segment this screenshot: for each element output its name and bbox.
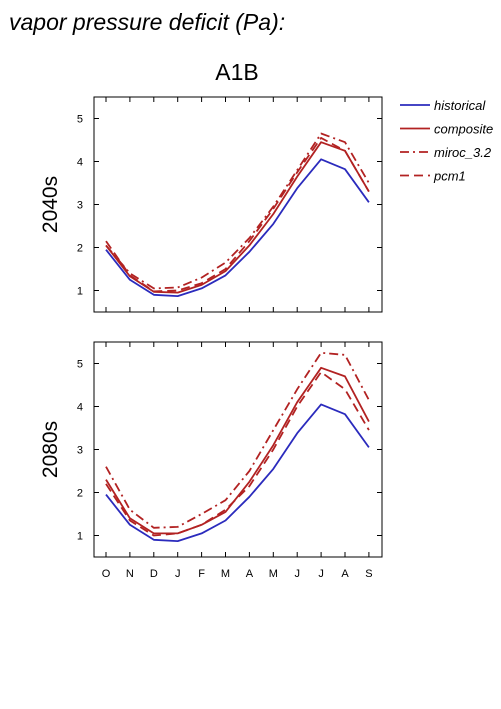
x-tick-label: D bbox=[150, 568, 158, 580]
x-tick-label: A bbox=[341, 568, 349, 580]
series-line-historical bbox=[105, 158, 370, 298]
legend-label: composite bbox=[434, 122, 493, 137]
x-tick-label: J bbox=[294, 568, 300, 580]
panels: 1 2 3 4 5 2040s 1 2 3 4 5 2080s O N D J F M A M J J A S bbox=[39, 96, 383, 580]
x-tick-label: J bbox=[175, 568, 181, 580]
series-line-composite bbox=[105, 141, 370, 294]
y-tick-label: 4 bbox=[77, 402, 83, 414]
legend-item-pcm1: pcm1 bbox=[400, 169, 466, 184]
y-tick-label: 1 bbox=[77, 531, 83, 543]
panel-2040s: 1 2 3 4 5 2040s bbox=[39, 96, 383, 313]
y-tick-label: 3 bbox=[77, 200, 83, 212]
y-tick-label: 4 bbox=[77, 157, 83, 169]
x-tick-label: F bbox=[198, 568, 205, 580]
x-tick-label: J bbox=[318, 568, 324, 580]
legend-label: historical bbox=[434, 98, 486, 113]
legend-label: miroc_3.2 bbox=[434, 145, 492, 160]
series-line-composite bbox=[105, 366, 370, 535]
series-line-miroc_3.2 bbox=[105, 132, 370, 290]
x-tick-label: O bbox=[102, 568, 111, 580]
series-line-pcm1 bbox=[105, 136, 370, 293]
figure-title: vapor pressure deficit (Pa): bbox=[9, 9, 286, 35]
legend-item-historical: historical bbox=[400, 98, 486, 113]
x-tick-label: N bbox=[126, 568, 134, 580]
x-tick-label: S bbox=[365, 568, 372, 580]
scenario-title: A1B bbox=[215, 59, 258, 85]
legend-label: pcm1 bbox=[433, 169, 466, 184]
row-label: 2080s bbox=[39, 421, 62, 478]
series-line-historical bbox=[105, 403, 370, 542]
x-tick-label: M bbox=[221, 568, 230, 580]
x-tick-label: A bbox=[246, 568, 254, 580]
y-tick-label: 5 bbox=[77, 114, 83, 126]
y-tick-label: 1 bbox=[77, 286, 83, 298]
series-line-pcm1 bbox=[105, 371, 370, 537]
legend-item-composite: composite bbox=[400, 122, 493, 137]
legend: historical composite miroc_3.2 pcm1 bbox=[400, 98, 493, 184]
y-tick-label: 3 bbox=[77, 445, 83, 457]
panel-2080s: 1 2 3 4 5 2080s O N D J F M A M J J A S bbox=[39, 341, 383, 580]
row-label: 2040s bbox=[39, 176, 62, 233]
y-tick-label: 2 bbox=[77, 488, 83, 500]
y-tick-label: 5 bbox=[77, 359, 83, 371]
series-line-miroc_3.2 bbox=[105, 351, 370, 529]
legend-item-miroc_3.2: miroc_3.2 bbox=[400, 145, 492, 160]
y-tick-label: 2 bbox=[77, 243, 83, 255]
x-tick-label: M bbox=[269, 568, 278, 580]
